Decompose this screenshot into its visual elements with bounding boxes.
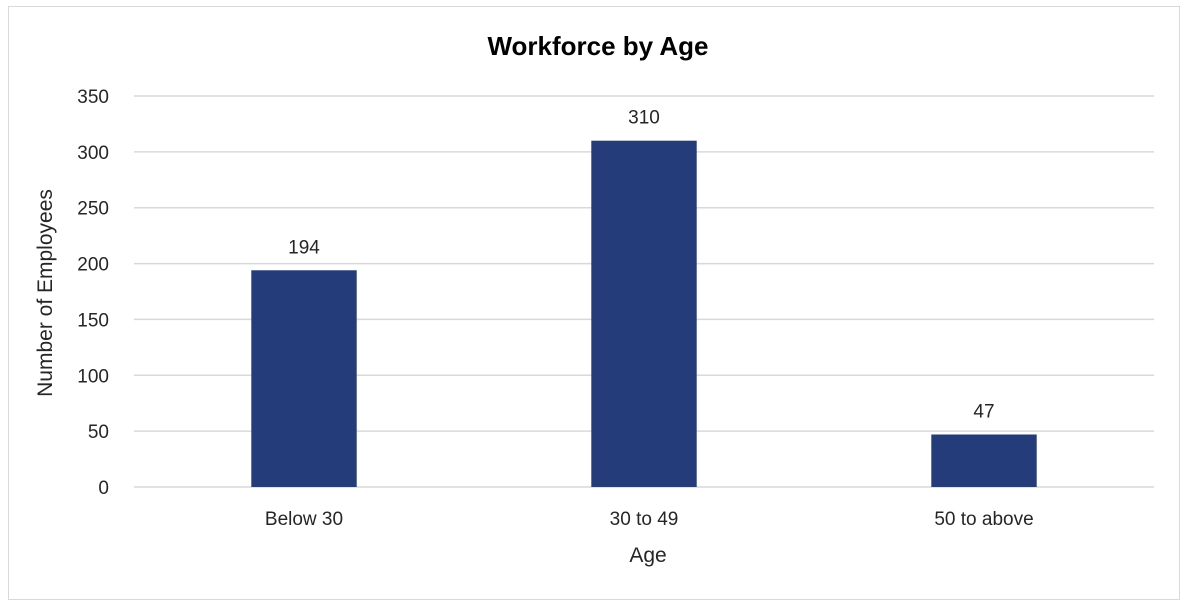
bars bbox=[251, 140, 1037, 487]
x-axis-title: Age bbox=[629, 544, 666, 567]
data-label: 47 bbox=[973, 401, 994, 422]
bar bbox=[251, 270, 357, 487]
x-tick-label: 30 to 49 bbox=[610, 509, 679, 530]
data-label: 310 bbox=[628, 108, 660, 129]
chart-title: Workforce by Age bbox=[487, 31, 708, 61]
x-tick-label: 50 to above bbox=[934, 509, 1033, 530]
y-axis-title: Number of Employees bbox=[34, 189, 57, 397]
data-label: 194 bbox=[288, 237, 320, 258]
y-tick-label: 350 bbox=[77, 87, 109, 108]
y-axis-ticks: 0 50 100 150 200 250 300 350 bbox=[77, 87, 109, 499]
y-tick-label: 300 bbox=[77, 143, 109, 164]
data-labels: 194 310 47 bbox=[288, 108, 994, 423]
y-tick-label: 200 bbox=[77, 255, 109, 276]
y-tick-label: 250 bbox=[77, 199, 109, 220]
y-tick-label: 50 bbox=[88, 422, 109, 443]
x-axis-ticks: Below 30 30 to 49 50 to above bbox=[265, 509, 1034, 530]
y-tick-label: 150 bbox=[77, 310, 109, 331]
bar bbox=[591, 140, 697, 487]
bar bbox=[931, 434, 1037, 487]
y-tick-label: 100 bbox=[77, 366, 109, 387]
x-tick-label: Below 30 bbox=[265, 509, 343, 530]
y-tick-label: 0 bbox=[98, 478, 109, 499]
